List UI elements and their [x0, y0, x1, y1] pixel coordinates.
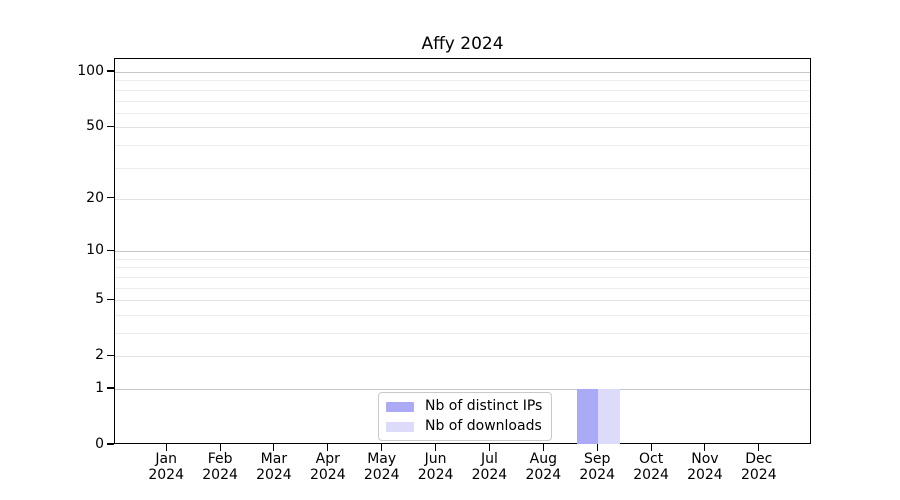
x-tick-month: Sep	[583, 451, 611, 467]
minor-gridline	[115, 258, 810, 260]
major-gridline	[115, 251, 810, 253]
x-tick-year: 2024	[417, 467, 454, 483]
major-gridline	[115, 389, 810, 390]
major-gridline	[115, 300, 810, 302]
x-tick-mark	[758, 444, 760, 451]
x-tick-month: Oct	[638, 451, 664, 467]
x-tick-label: May 2024	[350, 451, 414, 483]
legend: Nb of distinct IPs Nb of downloads	[378, 392, 553, 441]
y-tick-label: 10	[86, 242, 104, 259]
major-gridline	[115, 356, 810, 358]
grid-layer	[115, 59, 810, 443]
x-tick-label: Nov 2024	[673, 451, 737, 483]
y-tick-mark	[107, 298, 114, 300]
bar-downloads	[598, 389, 620, 444]
x-tick-month: Apr	[315, 451, 340, 467]
major-gridline	[115, 127, 810, 129]
x-tick-year: 2024	[579, 467, 615, 483]
x-tick-label: Apr 2024	[296, 451, 360, 483]
minor-gridline	[115, 89, 810, 91]
y-tick-label: 2	[95, 347, 104, 364]
minor-gridline	[115, 276, 810, 278]
x-tick-label: Feb 2024	[188, 451, 252, 483]
y-tick-label: 50	[86, 118, 104, 135]
minor-gridline	[115, 314, 810, 316]
x-tick-mark	[327, 444, 329, 451]
y-tick-label: 20	[86, 189, 104, 206]
minor-gridline	[115, 333, 810, 334]
minor-gridline	[115, 112, 810, 114]
x-tick-month: Jul	[480, 451, 498, 467]
x-tick-label: Mar 2024	[242, 451, 306, 483]
y-tick-label: 5	[95, 291, 104, 308]
x-tick-month: Mar	[260, 451, 288, 467]
bar-distinct-ips	[576, 389, 599, 444]
x-tick-year: 2024	[471, 467, 508, 483]
x-tick-year: 2024	[740, 467, 777, 483]
x-tick-label: Dec 2024	[727, 451, 791, 483]
minor-gridline	[115, 144, 810, 146]
major-gridline	[115, 72, 810, 73]
legend-item: Nb of distinct IPs	[386, 399, 542, 414]
x-tick-year: 2024	[309, 467, 346, 483]
x-tick-mark	[219, 444, 221, 451]
y-tick-label: 0	[95, 436, 104, 452]
x-tick-mark	[704, 444, 706, 451]
legend-item: Nb of downloads	[386, 419, 542, 434]
x-tick-label: Jan 2024	[134, 451, 198, 483]
x-tick-mark	[596, 444, 598, 451]
x-tick-mark	[435, 444, 437, 451]
x-tick-mark	[381, 444, 383, 451]
x-tick-month: Feb	[207, 451, 233, 467]
x-tick-year: 2024	[202, 467, 238, 483]
x-tick-month: Jan	[155, 451, 177, 467]
x-tick-month: Nov	[691, 451, 719, 467]
chart-title: Affy 2024	[421, 34, 504, 54]
x-tick-year: 2024	[363, 467, 400, 483]
x-tick-month: Jun	[424, 451, 447, 467]
legend-label: Nb of distinct IPs	[425, 398, 543, 414]
x-tick-label: Oct 2024	[619, 451, 683, 483]
x-tick-mark	[273, 444, 275, 451]
x-tick-label: Sep 2024	[565, 451, 629, 483]
x-tick-year: 2024	[687, 467, 723, 483]
major-gridline	[115, 198, 810, 200]
x-tick-month: Aug	[529, 451, 557, 467]
x-tick-year: 2024	[148, 467, 184, 483]
x-tick-month: Dec	[745, 451, 773, 467]
y-tick-mark	[107, 443, 114, 445]
x-tick-label: Jul 2024	[457, 451, 521, 483]
minor-gridline	[115, 287, 810, 289]
minor-gridline	[115, 80, 810, 82]
x-tick-year: 2024	[525, 467, 562, 483]
legend-label: Nb of downloads	[425, 418, 542, 434]
bar-layer	[115, 59, 810, 444]
x-tick-month: May	[367, 451, 397, 467]
x-tick-mark	[165, 444, 167, 451]
y-tick-mark	[107, 125, 114, 127]
y-tick-mark	[107, 354, 114, 356]
y-tick-label: 1	[95, 380, 104, 396]
x-tick-label: Jun 2024	[404, 451, 468, 483]
y-tick-label: 100	[77, 63, 104, 79]
x-tick-mark	[488, 444, 490, 451]
y-tick-mark	[107, 70, 114, 72]
minor-gridline	[115, 100, 810, 102]
x-tick-label: Aug 2024	[511, 451, 575, 483]
legend-swatch	[386, 401, 414, 412]
y-tick-mark	[107, 197, 114, 199]
minor-gridline	[115, 167, 810, 169]
x-tick-year: 2024	[633, 467, 669, 483]
x-tick-year: 2024	[256, 467, 292, 483]
x-tick-mark	[542, 444, 544, 451]
y-tick-mark	[107, 249, 114, 251]
plot-area	[114, 58, 811, 444]
minor-gridline	[115, 267, 810, 269]
x-tick-mark	[650, 444, 652, 451]
legend-swatch	[386, 421, 414, 432]
y-tick-mark	[107, 387, 114, 389]
